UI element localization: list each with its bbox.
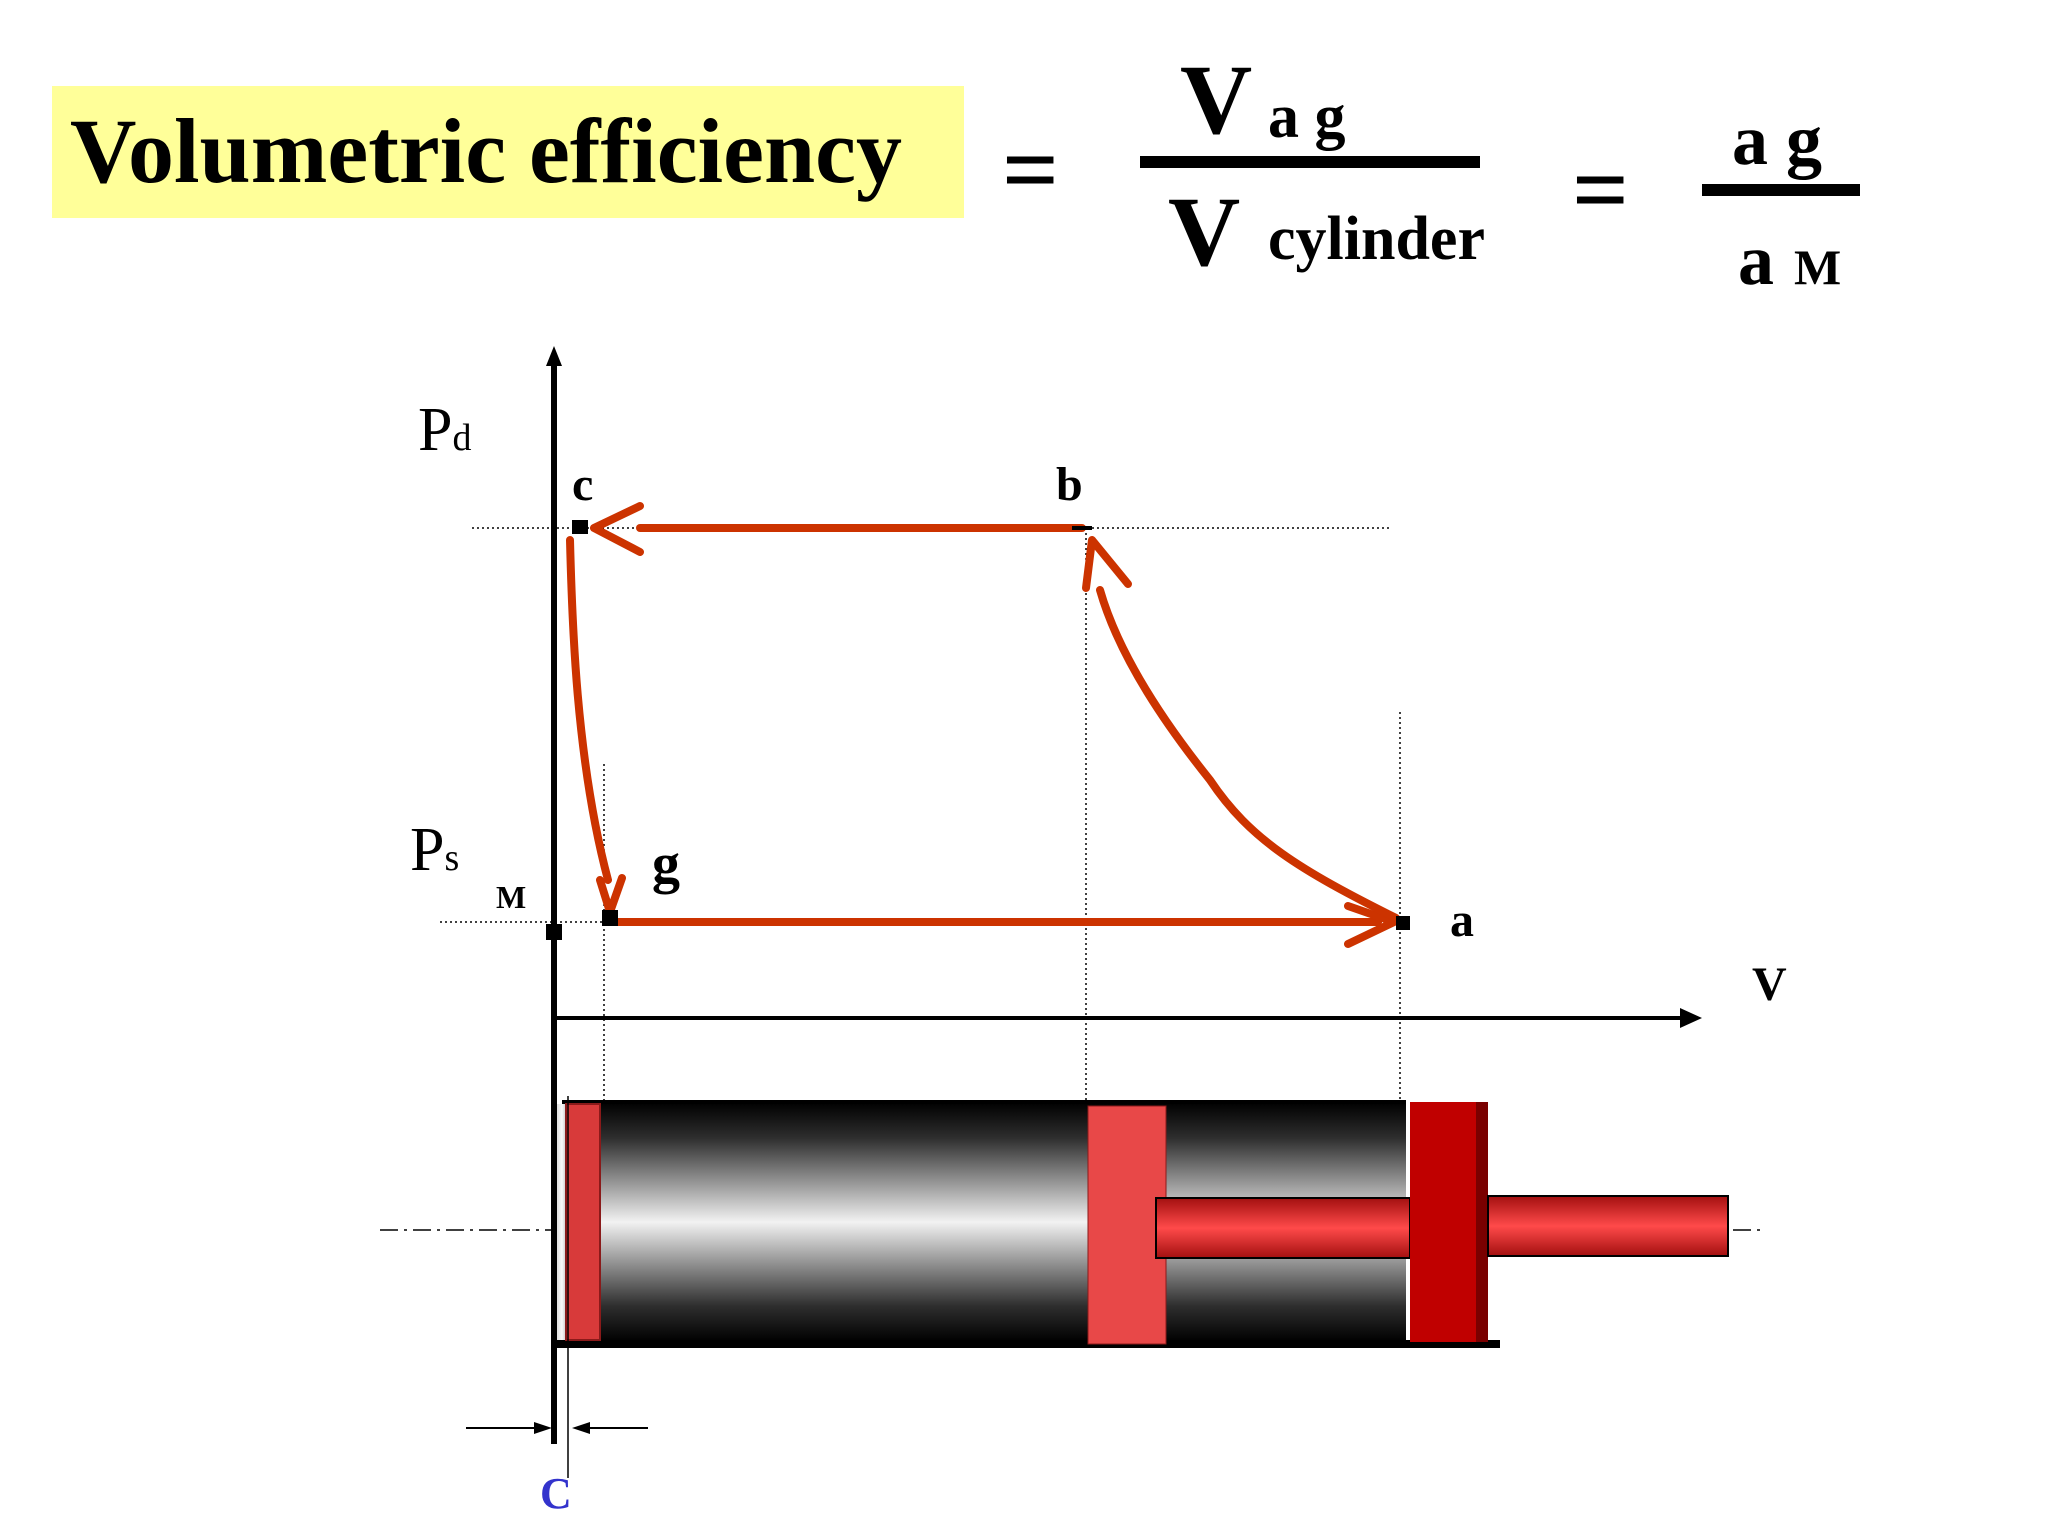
fraction2-bar (1702, 184, 1860, 196)
point-c-marker (572, 520, 588, 534)
point-a-label: a (1450, 894, 1474, 947)
pv-cycle (566, 502, 1400, 948)
arrowhead-c (590, 502, 644, 556)
equals-sign-1: = (1002, 114, 1059, 225)
point-a-marker (1396, 916, 1410, 930)
process-c-g (566, 536, 612, 884)
page-title: Volumetric efficiency (70, 100, 902, 202)
equals-sign-2: = (1572, 134, 1629, 245)
title-highlight (52, 86, 964, 218)
ps-label: Ps (410, 816, 459, 884)
arrowhead-g (596, 874, 626, 916)
rod-gland-edge (1476, 1102, 1488, 1342)
fraction2-numerator: a g (1732, 100, 1822, 180)
arrowhead-a (1344, 902, 1398, 948)
piston-rod-inner (1155, 1197, 1411, 1259)
piston-rod-outer (1487, 1195, 1729, 1257)
clearance-arrowhead-right (572, 1422, 590, 1434)
clearance-arrowhead-left (534, 1422, 552, 1434)
point-m-marker (546, 924, 562, 940)
fraction2-denominator-sub: M (1794, 239, 1842, 295)
piston (1087, 1105, 1167, 1345)
point-g-marker (602, 910, 618, 926)
point-g-label: g (652, 833, 680, 895)
guide-lines (440, 527, 1401, 1100)
arrowhead-b (1082, 536, 1132, 592)
point-m-label: M (496, 879, 526, 915)
fraction1-numerator-main: V (1180, 44, 1253, 155)
fraction1-numerator-sub: a g (1268, 83, 1346, 151)
point-c-label: c (572, 458, 593, 511)
v-axis-label: V (1752, 958, 1787, 1011)
point-b-label: b (1056, 458, 1083, 511)
fraction2-denominator-main: a (1738, 220, 1774, 300)
cylinder-top-edge (562, 1100, 1406, 1104)
volume-axis-arrow (1680, 1008, 1702, 1028)
cylinder-bottom-wall (556, 1340, 1500, 1348)
fraction1-bar (1140, 156, 1480, 168)
pressure-axis-arrow (546, 346, 562, 366)
cylinder-head (565, 1103, 601, 1341)
process-a-b (1096, 586, 1400, 922)
pd-label: Pd (418, 396, 471, 464)
fraction1-denominator-sub: cylinder (1268, 205, 1485, 273)
clearance-label: C (540, 1469, 572, 1518)
rod-gland (1410, 1102, 1488, 1342)
fraction1-denominator-main: V (1168, 176, 1241, 287)
